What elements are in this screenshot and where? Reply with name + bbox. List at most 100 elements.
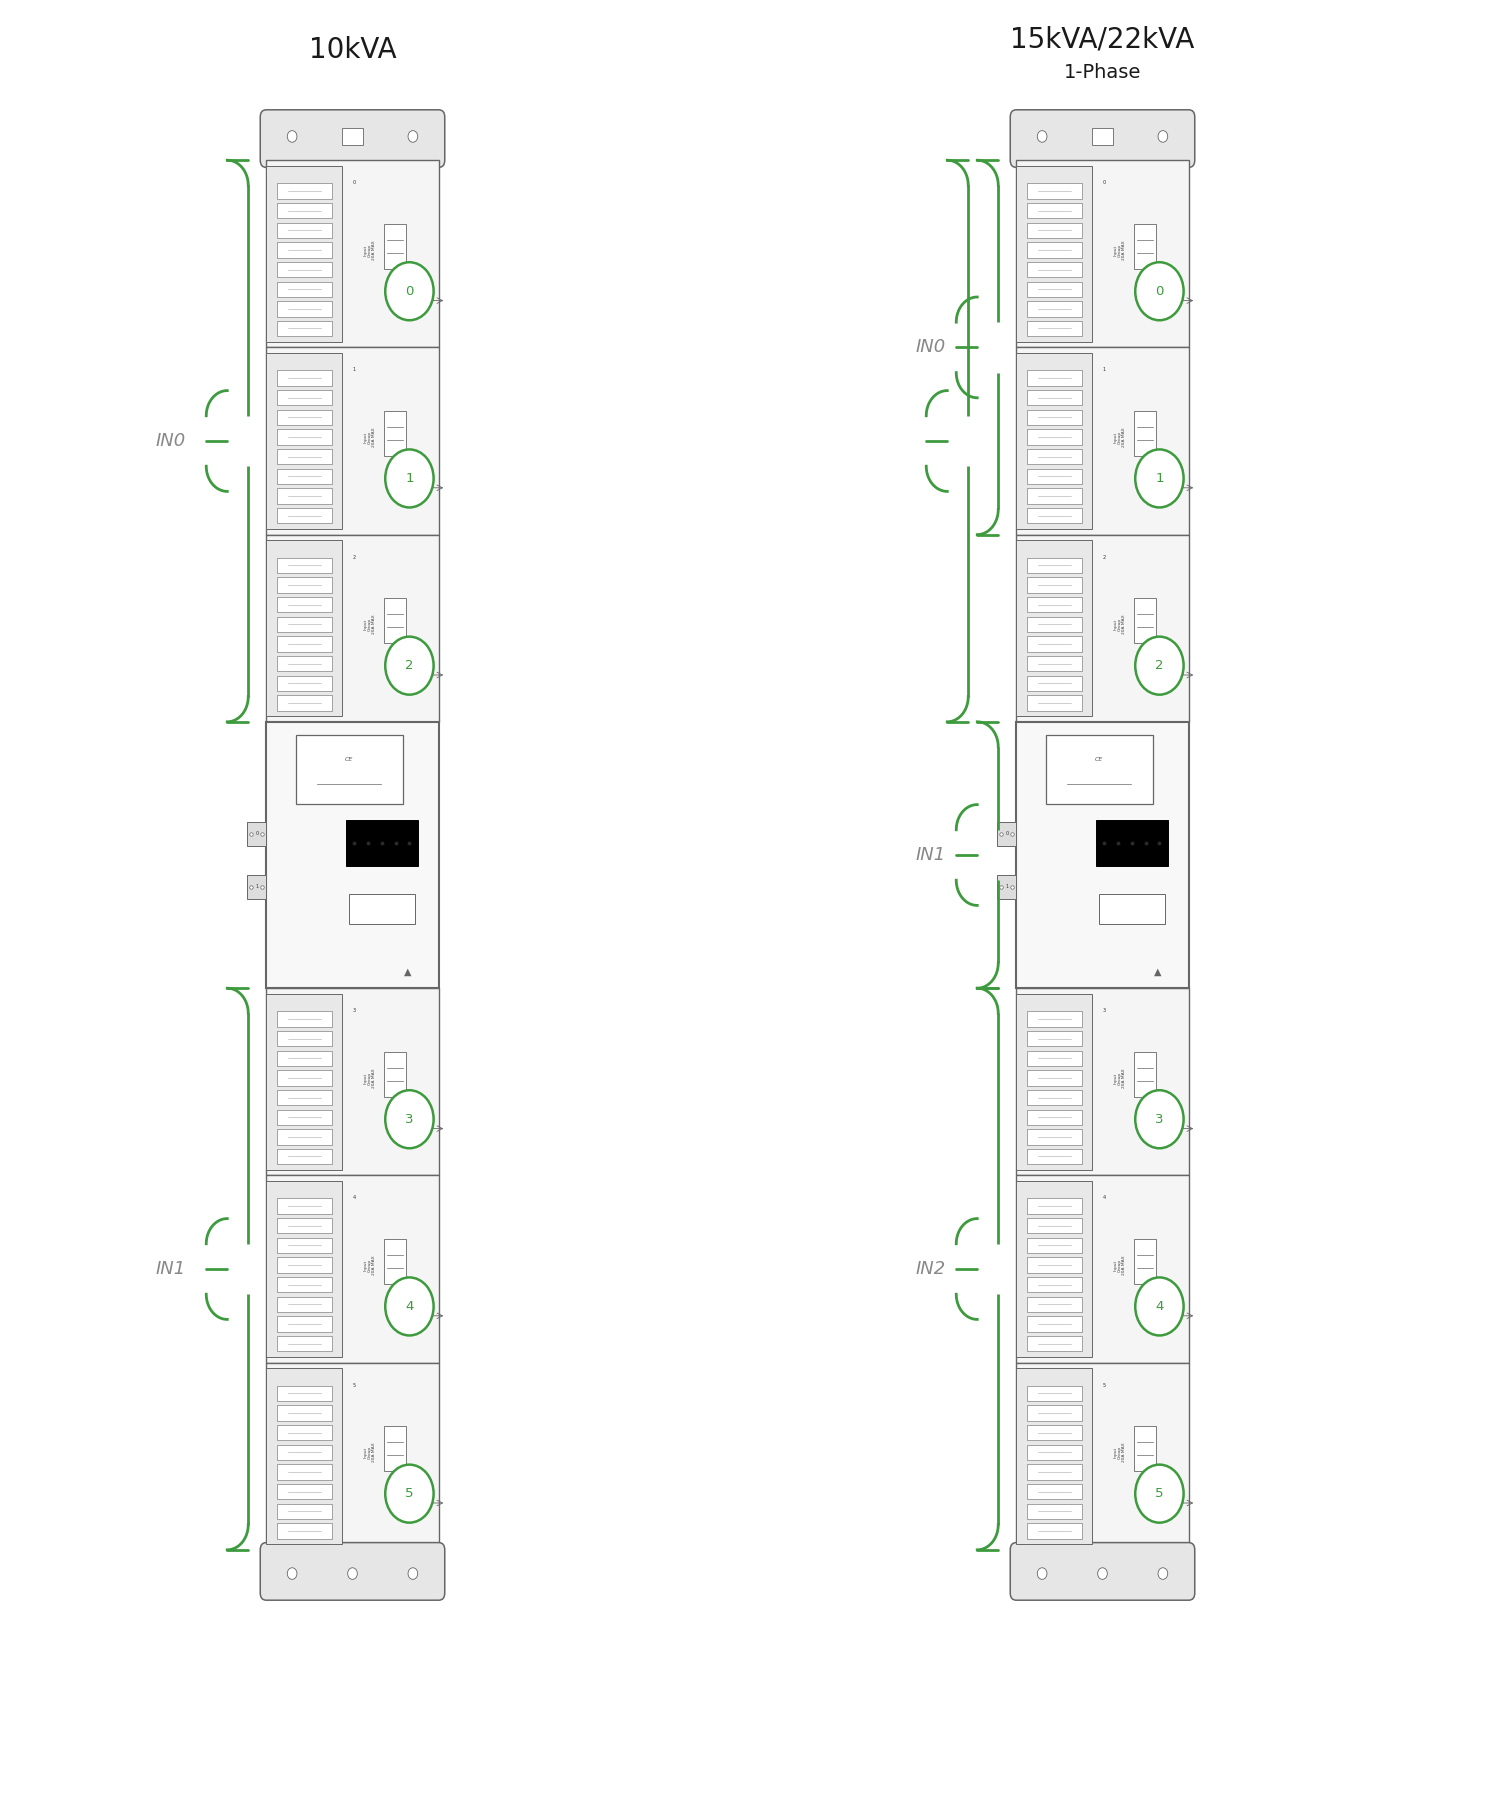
Bar bbox=[1028, 1276, 1081, 1292]
Bar bbox=[1028, 558, 1081, 572]
Circle shape bbox=[1098, 1568, 1107, 1579]
Bar bbox=[1134, 223, 1156, 268]
Text: 2: 2 bbox=[1155, 659, 1164, 671]
Text: Input
Group
20A MAX: Input Group 20A MAX bbox=[1113, 1255, 1126, 1274]
Bar bbox=[278, 578, 332, 592]
Bar bbox=[1134, 410, 1156, 455]
Circle shape bbox=[386, 1091, 433, 1148]
Bar bbox=[278, 468, 332, 484]
Bar bbox=[1028, 203, 1081, 218]
Bar bbox=[384, 1051, 406, 1096]
Bar bbox=[278, 1129, 332, 1145]
Bar bbox=[1017, 1363, 1188, 1550]
Text: 2: 2 bbox=[1102, 554, 1106, 560]
Bar bbox=[1028, 1129, 1081, 1145]
Bar bbox=[1028, 430, 1081, 445]
Bar bbox=[1028, 1148, 1081, 1165]
Bar bbox=[1017, 353, 1092, 529]
Text: Input
Group
20A MAX: Input Group 20A MAX bbox=[1113, 239, 1126, 259]
Bar bbox=[1028, 301, 1081, 317]
Circle shape bbox=[1136, 1465, 1184, 1523]
Bar bbox=[1028, 1051, 1081, 1066]
Bar bbox=[1028, 448, 1081, 464]
Bar bbox=[278, 675, 332, 691]
Bar bbox=[1028, 598, 1081, 612]
Bar bbox=[278, 1445, 332, 1460]
Bar bbox=[278, 617, 332, 632]
Bar bbox=[1028, 1031, 1081, 1046]
Text: IN2: IN2 bbox=[915, 1260, 946, 1278]
Circle shape bbox=[288, 1568, 297, 1579]
Bar bbox=[345, 821, 418, 866]
Bar bbox=[278, 1199, 332, 1213]
Text: 5: 5 bbox=[1155, 1487, 1164, 1499]
Bar bbox=[278, 281, 332, 297]
Text: 0: 0 bbox=[255, 832, 258, 837]
Bar bbox=[267, 1363, 438, 1550]
Text: ▲: ▲ bbox=[1154, 967, 1161, 977]
Text: 0: 0 bbox=[1102, 180, 1106, 185]
Circle shape bbox=[348, 1568, 357, 1579]
Bar bbox=[1134, 1426, 1156, 1471]
Text: Input
Group
20A MAX: Input Group 20A MAX bbox=[1113, 1442, 1126, 1462]
Bar bbox=[1134, 1051, 1156, 1096]
Bar bbox=[267, 1368, 342, 1544]
Bar bbox=[278, 243, 332, 257]
Bar bbox=[998, 821, 1016, 846]
Bar bbox=[278, 695, 332, 711]
Bar bbox=[1028, 1258, 1081, 1273]
FancyBboxPatch shape bbox=[261, 1543, 444, 1600]
Bar bbox=[278, 1276, 332, 1292]
Bar bbox=[1017, 994, 1092, 1170]
Text: 5: 5 bbox=[352, 1382, 356, 1388]
Text: CE: CE bbox=[1095, 756, 1104, 761]
Bar bbox=[1017, 347, 1188, 535]
Bar bbox=[278, 1296, 332, 1312]
Circle shape bbox=[386, 1465, 433, 1523]
Text: Input
Group
20A MAX: Input Group 20A MAX bbox=[1113, 614, 1126, 634]
Bar bbox=[278, 655, 332, 671]
Text: 2: 2 bbox=[352, 554, 356, 560]
Bar bbox=[278, 301, 332, 317]
Text: 1: 1 bbox=[405, 472, 414, 484]
Text: Input
Group
20A MAX: Input Group 20A MAX bbox=[363, 427, 376, 446]
Bar bbox=[1100, 893, 1164, 923]
Bar bbox=[342, 128, 363, 144]
Bar bbox=[384, 223, 406, 268]
Circle shape bbox=[1136, 637, 1184, 695]
Text: 3: 3 bbox=[1155, 1112, 1164, 1125]
Bar bbox=[278, 1219, 332, 1233]
Bar bbox=[1028, 261, 1081, 277]
Bar bbox=[1028, 1296, 1081, 1312]
Bar bbox=[278, 1426, 332, 1440]
Text: IN1: IN1 bbox=[154, 1260, 186, 1278]
Text: 4: 4 bbox=[1155, 1300, 1164, 1312]
Bar bbox=[278, 203, 332, 218]
Circle shape bbox=[386, 450, 433, 508]
Bar bbox=[1028, 635, 1081, 652]
Bar bbox=[267, 1175, 438, 1363]
Bar bbox=[278, 1483, 332, 1499]
Text: 1: 1 bbox=[1155, 472, 1164, 484]
Text: 3: 3 bbox=[1102, 1008, 1106, 1013]
Bar bbox=[1028, 1463, 1081, 1480]
Bar bbox=[1028, 391, 1081, 405]
Text: IN1: IN1 bbox=[915, 846, 946, 864]
Bar bbox=[1028, 695, 1081, 711]
Bar bbox=[998, 875, 1016, 898]
Text: ▲: ▲ bbox=[404, 967, 411, 977]
Bar bbox=[1028, 1523, 1081, 1539]
Text: IN0: IN0 bbox=[915, 338, 946, 356]
Bar bbox=[1028, 675, 1081, 691]
Bar bbox=[1028, 243, 1081, 257]
Bar bbox=[278, 1051, 332, 1066]
Bar bbox=[278, 1386, 332, 1400]
Bar bbox=[267, 535, 438, 722]
Bar bbox=[1017, 1368, 1092, 1544]
Bar bbox=[1028, 1426, 1081, 1440]
Bar bbox=[296, 734, 402, 805]
Text: 4: 4 bbox=[352, 1195, 356, 1201]
Bar bbox=[1028, 1089, 1081, 1105]
Bar bbox=[278, 558, 332, 572]
Bar bbox=[278, 320, 332, 337]
